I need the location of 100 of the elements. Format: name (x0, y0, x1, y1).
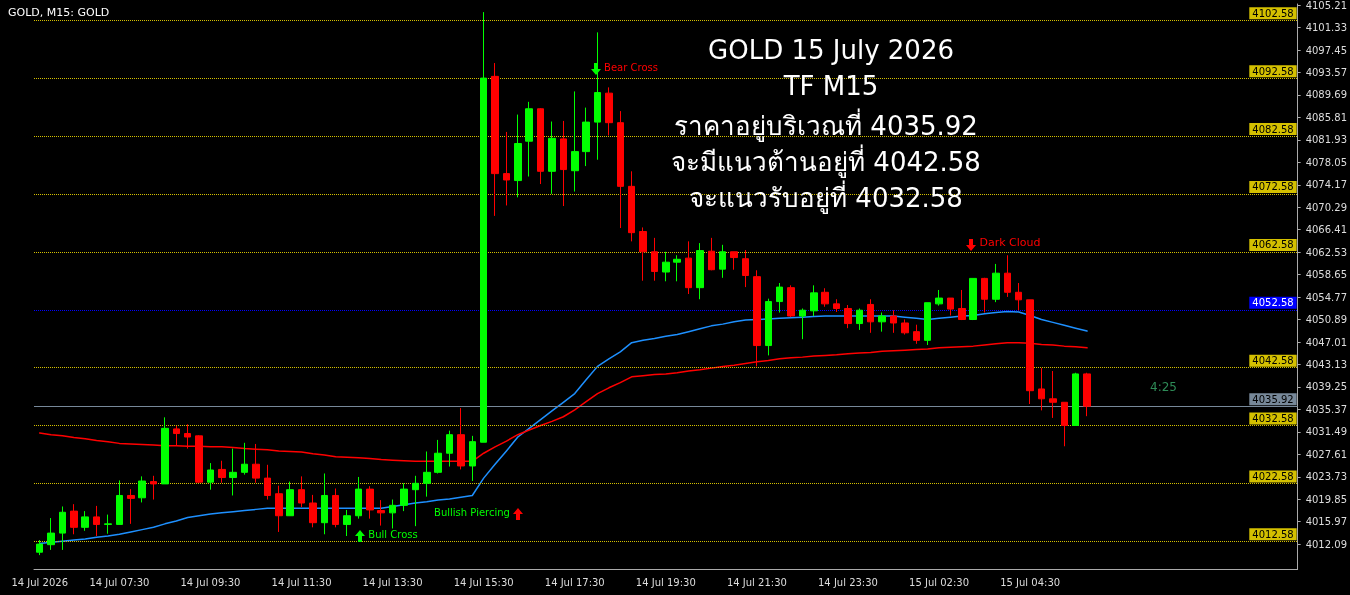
candlestick (639, 226, 647, 282)
candlestick (890, 309, 897, 334)
candlestick (821, 287, 829, 308)
ref-line-label: 4102.58 (1252, 7, 1294, 19)
candlestick (651, 237, 658, 282)
candlestick (856, 308, 863, 331)
candlestick (377, 499, 385, 527)
candlestick (525, 101, 533, 178)
y-tick-label: 4093.57 (1305, 66, 1348, 78)
candlestick (207, 462, 214, 491)
candlestick (1061, 401, 1068, 447)
candlestick (229, 448, 237, 496)
candlestick (685, 240, 692, 295)
candlestick (150, 475, 157, 501)
candlestick (662, 251, 670, 282)
candlestick (161, 416, 169, 485)
y-tick-label: 4074.17 (1305, 179, 1348, 191)
candlestick (93, 505, 100, 537)
ref-line-label: 4032.58 (1252, 413, 1294, 425)
candlestick (628, 170, 635, 242)
candlestick (412, 475, 419, 527)
y-tick-label: 4027.61 (1305, 448, 1348, 460)
candlestick (434, 439, 442, 474)
candlestick (480, 11, 487, 443)
x-tick-label: 14 Jul 23:30 (817, 576, 878, 588)
x-tick-label: 14 Jul 2026 (11, 576, 68, 588)
candlestick (947, 297, 954, 316)
candlestick (514, 114, 522, 198)
candlestick (241, 442, 248, 476)
candlestick (582, 107, 590, 167)
y-tick-label: 4097.45 (1305, 44, 1348, 56)
candlestick (309, 494, 317, 528)
y-tick-label: 4050.89 (1305, 314, 1348, 326)
candlestick (1004, 254, 1011, 298)
candlestick (491, 62, 499, 217)
candlestick (355, 476, 362, 520)
ref-line-label: 4022.58 (1252, 470, 1294, 482)
candlestick (116, 479, 123, 525)
candlestick (696, 242, 704, 300)
candlestick (844, 304, 852, 329)
candlestick (1038, 367, 1045, 411)
y-tick-label: 4054.77 (1305, 291, 1348, 303)
candlestick (742, 249, 749, 288)
y-tick-label: 4085.81 (1305, 111, 1348, 123)
y-tick-label: 4058.65 (1305, 269, 1348, 281)
candlestick (332, 488, 339, 528)
candlestick (1015, 282, 1022, 311)
annotation: ราคาอยู่บริเวณที่ 4035.92 (674, 107, 978, 142)
ref-line-label: 4062.58 (1252, 239, 1294, 251)
candlestick (298, 475, 305, 508)
candlestick (548, 121, 556, 195)
candlestick (673, 254, 681, 282)
annotation: จะมีแนวต้านอยู่ที่ 4042.58 (671, 143, 981, 178)
x-tick-label: 15 Jul 02:30 (909, 576, 970, 588)
candlestick (286, 481, 294, 517)
annotation: GOLD, M15: GOLD (8, 6, 110, 20)
ref-line-label: 4035.92 (1252, 393, 1294, 405)
x-tick-label: 14 Jul 17:30 (544, 576, 605, 588)
y-tick-label: 4043.13 (1305, 358, 1348, 370)
candlestick (958, 289, 966, 321)
candlestick (423, 450, 431, 498)
y-tick-label: 4066.41 (1305, 224, 1348, 236)
y-tick-label: 4035.37 (1305, 403, 1348, 415)
candlestick (127, 488, 135, 525)
candlestick (992, 263, 1000, 303)
candlestick (571, 90, 579, 193)
annotation: Bear Cross (604, 61, 658, 73)
candlestick (36, 539, 43, 556)
annotation: Dark Cloud (979, 236, 1041, 250)
candlestick (343, 509, 351, 537)
candlestick (47, 517, 55, 551)
y-tick-label: 4078.05 (1305, 156, 1348, 168)
y-tick-label: 4105.21 (1305, 0, 1348, 11)
x-tick-label: 15 Jul 04:30 (1000, 576, 1061, 588)
y-tick-label: 4081.93 (1305, 134, 1348, 146)
annotation: Bullish Piercing (434, 506, 510, 518)
candlestick (59, 505, 66, 551)
candlestick (799, 308, 806, 340)
y-tick-label: 4062.53 (1305, 246, 1348, 258)
candlestick (1072, 372, 1079, 426)
candlestick (321, 472, 328, 535)
candlestick (104, 514, 112, 535)
candlestick (503, 131, 510, 206)
text: TF M15 (782, 71, 879, 101)
x-tick-label: 14 Jul 21:30 (726, 576, 787, 588)
candlestick (400, 482, 408, 512)
candlestick (1049, 370, 1057, 419)
ref-line-label: 4072.58 (1252, 181, 1294, 193)
candlestick (787, 284, 795, 318)
candlestick (833, 298, 840, 313)
candlestick (810, 284, 818, 317)
candlestick (935, 289, 943, 307)
x-tick-label: 14 Jul 15:30 (453, 576, 514, 588)
ref-line-label: 4042.58 (1252, 355, 1294, 367)
candlestick (708, 237, 715, 271)
x-tick-label: 14 Jul 13:30 (362, 576, 423, 588)
y-tick-label: 4070.29 (1305, 201, 1348, 213)
text: 4:25 (1150, 380, 1177, 395)
candlestick (878, 312, 886, 333)
text: GOLD 15 July 2026 (708, 35, 954, 65)
